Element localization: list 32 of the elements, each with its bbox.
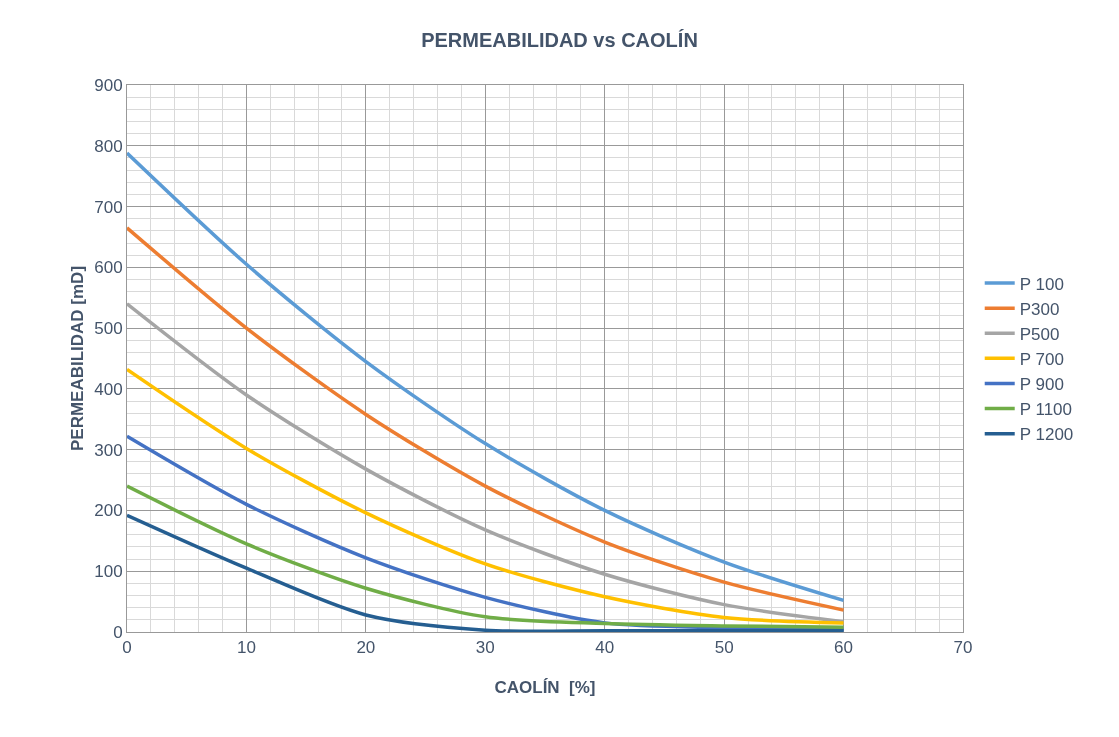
y-tick-label: 600 xyxy=(94,258,123,278)
y-axis-title: PERMEABILIDAD [mD] xyxy=(68,265,87,452)
legend-label: P 1200 xyxy=(1019,425,1074,445)
y-tick-label: 400 xyxy=(94,379,123,399)
x-tick-label: 70 xyxy=(953,638,973,658)
legend-label: P300 xyxy=(1019,299,1060,319)
line-series xyxy=(127,513,846,632)
y-tick-label: 200 xyxy=(94,501,123,521)
x-tick-label: 20 xyxy=(356,638,376,658)
y-tick-label: 500 xyxy=(94,319,123,339)
x-tick-label: 60 xyxy=(834,638,854,658)
y-tick-label: 300 xyxy=(94,440,123,460)
chart-title: PERMEABILIDAD vs CAOLÍN xyxy=(421,29,698,52)
y-tick-label: 100 xyxy=(94,562,123,582)
y-tick-label: 900 xyxy=(94,75,123,95)
legend-label: P 700 xyxy=(1019,349,1064,369)
legend-label: P500 xyxy=(1019,324,1060,344)
x-tick-label: 10 xyxy=(236,638,256,658)
x-tick-label: 50 xyxy=(714,638,734,658)
legend-label: P 100 xyxy=(1019,274,1064,294)
y-tick-label: 700 xyxy=(94,197,123,217)
line-series xyxy=(127,367,846,625)
x-tick-label: 40 xyxy=(595,638,615,658)
line-series xyxy=(127,226,846,612)
y-tick-label: 0 xyxy=(113,622,123,642)
x-tick-label: 30 xyxy=(475,638,495,658)
x-axis-title: CAOLÍN [%] xyxy=(494,678,596,697)
line-series xyxy=(127,484,846,629)
legend-label: P 1100 xyxy=(1019,400,1073,420)
legend-label: P 900 xyxy=(1019,375,1064,395)
line-series xyxy=(127,151,846,603)
y-tick-label: 800 xyxy=(94,136,123,156)
